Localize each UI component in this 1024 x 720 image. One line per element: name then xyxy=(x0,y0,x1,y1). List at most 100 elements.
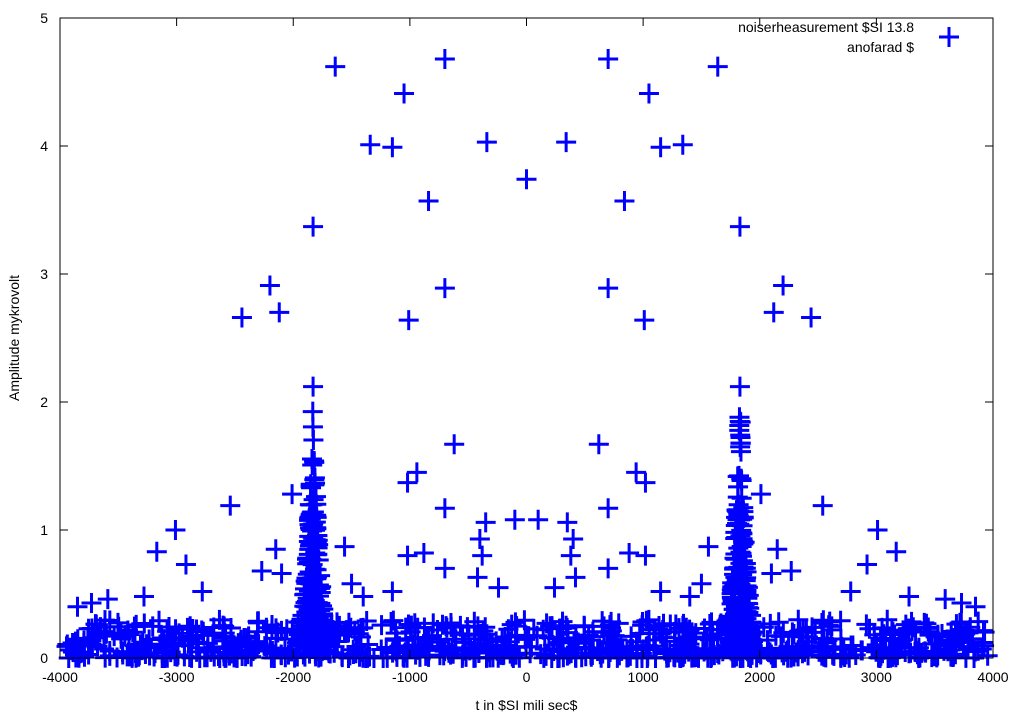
data-point xyxy=(857,554,878,575)
data-point xyxy=(468,642,489,663)
data-point xyxy=(560,545,581,566)
data-point xyxy=(297,553,318,574)
data-point xyxy=(506,616,527,637)
data-point xyxy=(649,615,670,636)
x-tick-label: -2000 xyxy=(275,669,311,685)
data-point xyxy=(282,484,303,505)
data-point xyxy=(632,611,653,632)
x-tick-label: -1000 xyxy=(392,669,428,685)
data-point xyxy=(304,452,325,473)
data-point xyxy=(488,577,509,598)
data-point xyxy=(951,592,972,613)
y-tick-label: 2 xyxy=(40,394,48,410)
data-point xyxy=(723,606,744,627)
x-tick-label: -4000 xyxy=(42,669,78,685)
data-point xyxy=(93,621,114,642)
data-point xyxy=(802,617,823,638)
data-point xyxy=(122,645,143,666)
data-point xyxy=(626,462,647,483)
data-point xyxy=(942,647,963,668)
data-point xyxy=(718,617,739,638)
data-point xyxy=(598,48,619,69)
data-point xyxy=(438,642,459,663)
data-point xyxy=(565,567,586,588)
y-tick-label: 1 xyxy=(40,522,48,538)
data-point xyxy=(181,627,202,648)
data-point xyxy=(444,623,465,644)
data-point xyxy=(99,610,120,631)
data-point xyxy=(528,509,549,530)
data-point xyxy=(334,622,355,643)
data-point xyxy=(407,639,428,660)
data-point xyxy=(174,646,195,667)
data-point xyxy=(381,611,402,632)
data-point xyxy=(727,509,748,530)
data-point xyxy=(544,577,565,598)
data-point xyxy=(371,615,392,636)
data-point xyxy=(773,275,794,296)
data-point xyxy=(973,620,994,641)
data-point xyxy=(914,612,935,633)
data-point xyxy=(467,616,488,637)
data-point xyxy=(634,310,655,331)
data-point xyxy=(226,646,247,667)
data-point xyxy=(588,434,609,455)
data-point xyxy=(160,642,181,663)
data-point xyxy=(299,507,320,528)
data-point xyxy=(556,615,577,636)
data-point xyxy=(434,498,455,519)
data-point xyxy=(852,640,873,661)
data-point xyxy=(739,640,760,661)
data-point xyxy=(729,420,750,441)
data-point xyxy=(427,632,448,653)
data-point xyxy=(413,543,434,564)
data-point xyxy=(271,563,292,584)
legend-label-line-1: noiserheasurement $SI 13.8 xyxy=(738,19,914,35)
y-tick-label: 4 xyxy=(40,138,48,154)
data-point xyxy=(418,191,439,212)
data-point xyxy=(493,642,514,663)
data-point xyxy=(600,625,621,646)
data-point xyxy=(274,629,295,650)
data-point xyxy=(472,545,493,566)
points-layer xyxy=(56,48,998,668)
data-point xyxy=(977,645,998,666)
data-point xyxy=(444,434,465,455)
data-point xyxy=(856,614,877,635)
data-point xyxy=(598,558,619,579)
x-axis-label: t in $SI mili sec$ xyxy=(476,697,578,713)
data-point xyxy=(679,586,700,607)
data-point xyxy=(146,541,167,562)
x-tick-label: 0 xyxy=(523,669,531,685)
data-point xyxy=(269,302,290,323)
data-point xyxy=(68,645,89,666)
data-point xyxy=(464,611,485,632)
data-point xyxy=(635,472,656,493)
x-tick-label: 2000 xyxy=(744,669,775,685)
data-point xyxy=(729,376,750,397)
data-point xyxy=(397,472,418,493)
data-point xyxy=(126,614,147,635)
data-point xyxy=(557,512,578,533)
data-point xyxy=(476,132,497,153)
data-point xyxy=(922,633,943,654)
data-point xyxy=(840,581,861,602)
legend-label-line-2: anofarad $ xyxy=(847,39,914,55)
data-point xyxy=(469,528,490,549)
data-point xyxy=(887,636,908,657)
data-point xyxy=(732,609,753,630)
data-point xyxy=(110,623,131,644)
data-point xyxy=(414,617,435,638)
plot-frame xyxy=(59,17,994,659)
data-point xyxy=(265,539,286,560)
data-point xyxy=(611,640,632,661)
data-point xyxy=(504,509,525,530)
data-point xyxy=(404,613,425,634)
data-point xyxy=(434,48,455,69)
data-point xyxy=(360,134,381,155)
legend-plus-mark xyxy=(939,27,959,47)
data-point xyxy=(382,137,403,158)
data-point xyxy=(596,638,617,659)
data-point xyxy=(760,613,781,634)
